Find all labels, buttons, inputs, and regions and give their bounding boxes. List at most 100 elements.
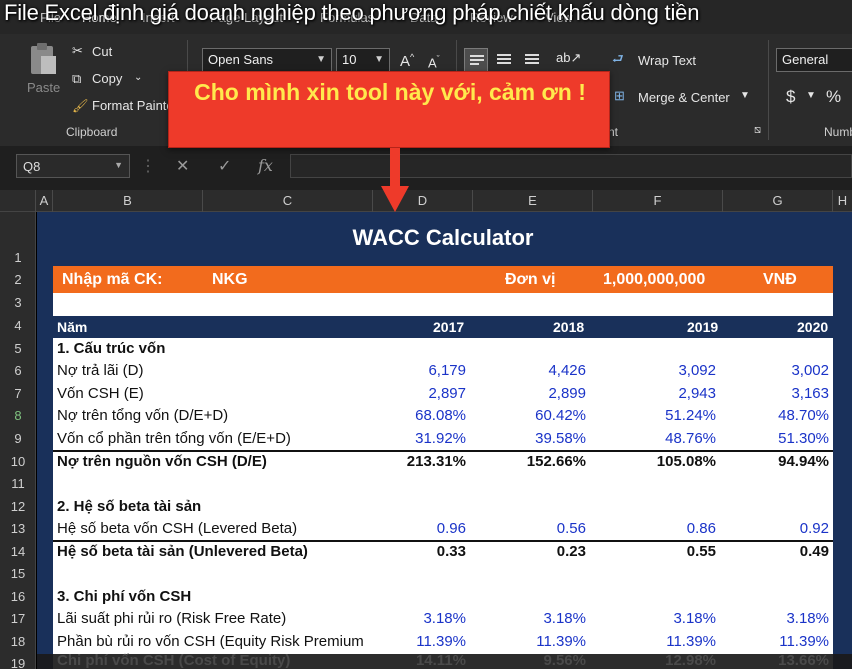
value-cell[interactable]: 105.08%	[656, 453, 716, 470]
column-header-g[interactable]: G	[723, 190, 833, 212]
name-box[interactable]: Q8 ▼	[16, 154, 130, 178]
wrap-text-icon[interactable]: ⮐	[612, 51, 624, 66]
value-cell[interactable]: 4,426	[548, 362, 586, 379]
cut-button[interactable]: Cut	[92, 44, 113, 59]
chevron-down-icon[interactable]: ▼	[740, 90, 750, 101]
insert-function-icon[interactable]: fx	[258, 156, 273, 175]
value-cell[interactable]: 0.86	[686, 520, 716, 537]
value-cell[interactable]: 11.39%	[666, 633, 716, 650]
value-cell[interactable]: 39.58%	[535, 430, 586, 447]
row-header[interactable]: 12	[10, 499, 26, 514]
year-header[interactable]: 2020	[797, 319, 829, 335]
row-header[interactable]: 10	[10, 454, 26, 469]
formula-input[interactable]	[290, 154, 852, 178]
row-header[interactable]: 15	[10, 566, 26, 581]
value-cell[interactable]: 11.39%	[416, 633, 466, 650]
value-cell[interactable]: 60.42%	[535, 407, 586, 424]
align-bottom-icon[interactable]	[520, 48, 544, 72]
format-painter-icon[interactable]: 🖌	[72, 98, 89, 113]
column-header-h[interactable]: H	[837, 193, 848, 208]
tab-file[interactable]: File	[40, 10, 61, 25]
merge-center-icon[interactable]: ⊞	[614, 88, 625, 103]
dialog-launcher-icon[interactable]: ⧅	[754, 124, 761, 136]
percent-icon[interactable]: %	[826, 87, 842, 106]
row-header[interactable]: 7	[14, 386, 22, 401]
wrap-text-button[interactable]: Wrap Text	[638, 53, 697, 68]
row-header[interactable]: 3	[14, 295, 22, 310]
value-cell[interactable]: 48.70%	[778, 407, 829, 424]
row-header-selected[interactable]: 8	[14, 408, 22, 423]
font-name-dropdown[interactable]: Open Sans ▼	[202, 48, 332, 72]
value-cell[interactable]: 3.18%	[543, 610, 586, 627]
value-cell[interactable]: 0.55	[686, 543, 716, 560]
enter-icon[interactable]: ✓	[218, 158, 232, 175]
row-header[interactable]: 1	[14, 250, 22, 265]
column-header-c[interactable]: C	[203, 190, 373, 212]
column-header-f[interactable]: F	[593, 190, 723, 212]
value-cell[interactable]: 0.49	[799, 543, 829, 560]
currency-icon[interactable]: $	[786, 87, 796, 106]
column-header-d[interactable]: D	[373, 190, 473, 212]
align-middle-icon[interactable]	[492, 48, 516, 72]
tab-view[interactable]: View	[545, 10, 573, 25]
value-cell[interactable]: 12.98%	[665, 652, 716, 669]
sheet-title[interactable]: WACC Calculator	[352, 225, 534, 250]
value-cell[interactable]: 2,943	[678, 385, 716, 402]
align-top-icon[interactable]	[464, 48, 488, 72]
merge-center-button[interactable]: Merge & Center	[638, 90, 730, 105]
unit-value[interactable]: 1,000,000,000	[603, 271, 706, 288]
tab-page-layout[interactable]: Page Layout	[210, 10, 284, 25]
scissors-icon[interactable]: ✂	[72, 43, 83, 58]
value-cell[interactable]: 11.39%	[779, 633, 829, 650]
copy-icon[interactable]: ⧉	[72, 71, 82, 86]
value-cell[interactable]: 0.33	[436, 543, 466, 560]
row-header[interactable]: 9	[14, 431, 22, 446]
value-cell[interactable]: 9.56%	[543, 652, 586, 669]
format-painter-button[interactable]: Format Painter	[92, 98, 178, 113]
value-cell[interactable]: 3.18%	[673, 610, 716, 627]
tab-formulas[interactable]: Formulas	[320, 10, 375, 25]
row-header[interactable]: 2	[14, 272, 22, 287]
chevron-down-icon[interactable]: ▼	[806, 90, 816, 101]
value-cell[interactable]: 2,899	[548, 385, 586, 402]
value-cell[interactable]: 31.92%	[415, 430, 466, 447]
row-header[interactable]: 14	[10, 544, 26, 559]
tab-insert[interactable]: Insert	[142, 10, 175, 25]
currency-value[interactable]: VNĐ	[763, 271, 797, 288]
tab-review[interactable]: Review	[470, 10, 513, 25]
select-all-corner[interactable]	[0, 190, 36, 212]
year-header[interactable]: 2018	[553, 319, 585, 335]
row-header[interactable]: 13	[10, 521, 26, 536]
value-cell[interactable]: 2,897	[428, 385, 466, 402]
clipboard-paste-icon[interactable]	[28, 42, 58, 76]
column-header-b[interactable]: B	[53, 190, 203, 212]
column-header-a[interactable]: A	[36, 190, 53, 212]
row-header[interactable]: 6	[14, 363, 22, 378]
font-size-dropdown[interactable]: 10 ▼	[336, 48, 390, 72]
value-cell[interactable]: 51.24%	[665, 407, 716, 424]
value-cell[interactable]: 48.76%	[665, 430, 716, 447]
value-cell[interactable]: 0.92	[799, 520, 829, 537]
value-cell[interactable]: 152.66%	[526, 453, 586, 470]
column-header-e[interactable]: E	[473, 190, 593, 212]
value-cell[interactable]: 3.18%	[786, 610, 829, 627]
ticker-value[interactable]: NKG	[212, 271, 248, 288]
copy-button[interactable]: Copy	[92, 71, 123, 86]
value-cell[interactable]: 51.30%	[778, 430, 829, 447]
row-header[interactable]: 18	[10, 634, 26, 649]
value-cell[interactable]: 3.18%	[423, 610, 466, 627]
year-header[interactable]: 2017	[433, 319, 465, 335]
row-header[interactable]: 5	[14, 341, 22, 356]
copy-dropdown-chevron-icon[interactable]: ⌄	[134, 72, 143, 83]
value-cell[interactable]: 14.11%	[415, 652, 466, 669]
tab-home[interactable]: Home	[82, 10, 117, 25]
value-cell[interactable]: 6,179	[428, 362, 466, 379]
value-cell[interactable]: 11.39%	[536, 633, 586, 650]
orientation-icon[interactable]: ab↗	[556, 50, 582, 65]
row-header[interactable]: 19	[10, 656, 26, 669]
value-cell[interactable]: 3,163	[791, 385, 829, 402]
value-cell[interactable]: 94.94%	[778, 453, 829, 470]
row-header[interactable]: 11	[11, 476, 25, 491]
row-header[interactable]: 4	[14, 318, 22, 333]
cancel-icon[interactable]: ✕	[176, 158, 190, 175]
